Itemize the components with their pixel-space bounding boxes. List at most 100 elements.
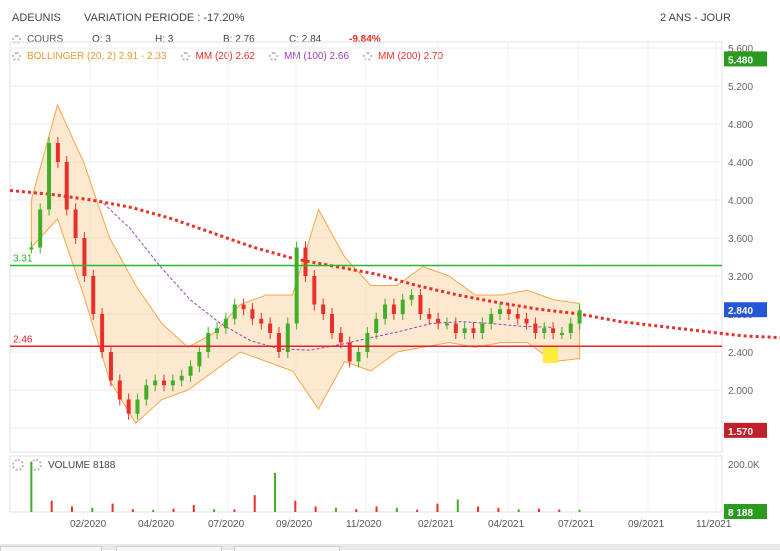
y-tick-label: 2.400 [728,348,753,359]
candle-body [559,333,564,335]
x-tick-label: 02/2020 [70,519,107,530]
gear-icon[interactable] [268,52,278,61]
candle-body [356,352,361,362]
close-value: C: 2.84 [289,34,322,45]
badge-low: 1.570 [728,427,753,438]
volume-bar [314,506,317,512]
gear-icon[interactable] [12,52,21,61]
candle-body [409,295,414,300]
volume-bar [517,509,520,512]
variation-label: VARIATION PERIODE : -17.20% [84,12,245,24]
candle-body [117,380,122,400]
candle-body [374,318,379,333]
x-tick-label: 04/2020 [138,519,175,530]
volume-bar [477,506,480,512]
y-tick-label: 3.200 [728,272,753,283]
x-tick-label: 04/2021 [488,519,525,530]
gear-icon[interactable] [180,52,190,61]
y-tick-label: 4.400 [728,158,753,169]
ticker-title: ADEUNIS [12,12,61,24]
candle-body [321,304,326,314]
candle-body [91,276,96,314]
candle-body [383,304,388,319]
candle-body [524,318,529,324]
badge-low-bg [724,422,767,438]
candle-body [55,143,60,162]
candle-body [542,328,547,333]
y-tick-label: 5.200 [728,82,753,93]
candle-body [453,323,458,333]
badge-last: 2.840 [728,306,753,317]
volume-bar [233,509,236,512]
volume-bar [456,499,459,512]
x-tick-label: 07/2021 [558,519,595,530]
volume-bar [131,509,134,512]
volume-bar [558,509,561,512]
cours-label: COURS [27,34,64,45]
badge-high-bg [724,51,767,67]
indicator-row: BOLLINGER (20, 2) 2.91 - 2.33 MM (20) 2.… [12,51,443,62]
mm100-line [99,199,552,351]
volume-bar [497,507,500,512]
change-value: -9.84% [349,34,381,45]
bottom-tab[interactable] [116,546,222,551]
candle-body [29,247,34,250]
volume-bar [30,461,33,512]
candle-body [312,276,317,305]
candle-body [64,162,69,210]
candle-body [506,309,511,314]
candle-body [100,314,105,352]
bottom-tab[interactable] [234,546,340,551]
volume-bar [355,509,358,512]
candle-body [232,304,237,319]
candle-body [303,247,308,276]
settings-icon[interactable] [12,459,24,471]
volume-badge: 8 188 [728,508,753,519]
x-tick-label: 09/2020 [276,519,313,530]
volume-bar [436,503,439,512]
candle-body [241,304,246,310]
candle-body [82,238,87,276]
y-tick-label: 4.000 [728,196,753,207]
volume-bar [334,507,337,512]
candle-body [400,299,405,314]
volume-badge-bg [724,504,767,519]
candle-body [480,323,485,333]
candle-body [223,318,228,329]
bottom-bar [0,544,780,550]
period-label[interactable]: 2 ANS - JOUR [660,12,731,24]
volume-bar [294,500,297,512]
mm200-label: MM (200) 2.70 [378,51,444,62]
candle-body [170,380,175,386]
y-tick-label: 3.600 [728,234,753,245]
candle-body [436,318,441,324]
volume-label: VOLUME 8188 [48,459,116,471]
volume-bar [213,509,216,512]
badge-last-bg [724,302,767,318]
candle-body [206,333,211,352]
gear-icon[interactable] [363,52,373,61]
bollinger-label: BOLLINGER (20, 2) 2.91 - 2.33 [27,51,167,62]
badge-high: 5.480 [728,55,753,66]
candle-body [515,314,520,319]
volume-bar [111,503,114,512]
candle-body [144,385,149,400]
candle-body [568,323,573,333]
candle-body [47,143,52,210]
candle-body [126,399,131,414]
volume-bar [416,509,419,512]
quote-row: COURS O: 3 H: 3 B: 2.76 C: 2.84 -9.84% [12,34,381,45]
volume-bar [395,507,398,512]
volume-bar [253,495,256,512]
candle-body [338,333,343,343]
gear-icon[interactable] [12,35,21,44]
low-value: B: 2.76 [223,34,255,45]
level-label: 2.46 [13,334,33,345]
candle-body [365,333,370,352]
level-label: 3.31 [13,254,33,265]
bottom-tab[interactable] [0,546,102,551]
y-tick-label: 2.000 [728,386,753,397]
x-tick-label: 07/2020 [208,519,245,530]
volume-bar [375,506,378,512]
